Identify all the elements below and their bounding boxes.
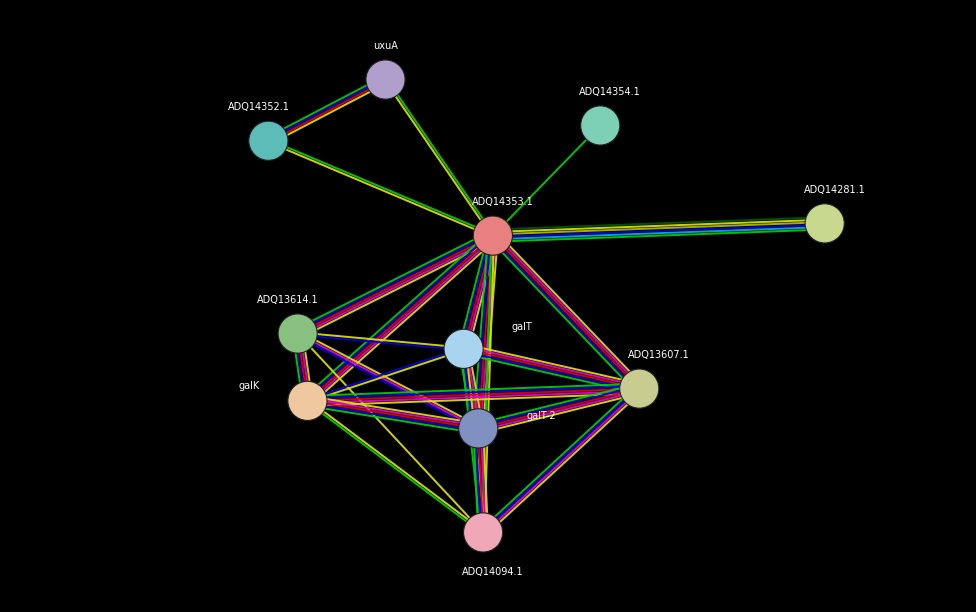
Circle shape	[581, 106, 620, 145]
Circle shape	[288, 381, 327, 420]
Circle shape	[464, 513, 503, 552]
Text: ADQ14354.1: ADQ14354.1	[579, 87, 641, 97]
Text: ADQ14094.1: ADQ14094.1	[462, 567, 524, 577]
Circle shape	[278, 314, 317, 353]
Circle shape	[249, 121, 288, 160]
Text: galK: galK	[238, 381, 260, 390]
Circle shape	[444, 329, 483, 368]
Text: galT: galT	[511, 323, 533, 332]
Text: ADQ14281.1: ADQ14281.1	[803, 185, 866, 195]
Text: ADQ14352.1: ADQ14352.1	[227, 102, 290, 112]
Circle shape	[366, 60, 405, 99]
Circle shape	[805, 204, 844, 243]
Text: ADQ14353.1: ADQ14353.1	[471, 197, 534, 207]
Text: uxuA: uxuA	[373, 41, 398, 51]
Text: galT-2: galT-2	[527, 411, 556, 421]
Circle shape	[473, 216, 512, 255]
Text: ADQ13614.1: ADQ13614.1	[257, 295, 319, 305]
Circle shape	[620, 369, 659, 408]
Circle shape	[459, 409, 498, 448]
Text: ADQ13607.1: ADQ13607.1	[628, 350, 690, 360]
